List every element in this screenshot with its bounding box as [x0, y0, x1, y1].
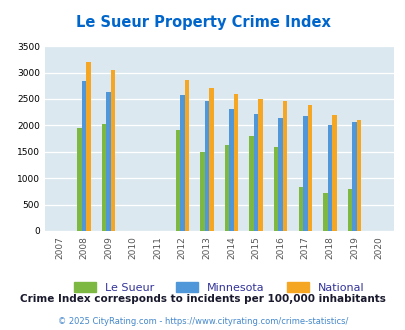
Bar — [77, 127, 81, 231]
Bar — [331, 115, 336, 231]
Bar — [209, 88, 213, 231]
Bar — [322, 193, 327, 231]
Bar — [180, 95, 184, 231]
Text: © 2025 CityRating.com - https://www.cityrating.com/crime-statistics/: © 2025 CityRating.com - https://www.city… — [58, 317, 347, 326]
Bar — [233, 94, 238, 231]
Bar — [278, 118, 282, 231]
Bar — [253, 114, 258, 231]
Bar — [356, 119, 360, 231]
Bar — [224, 145, 229, 231]
Bar — [258, 99, 262, 231]
Bar — [347, 189, 352, 231]
Bar — [200, 152, 204, 231]
Bar — [282, 101, 287, 231]
Bar — [86, 62, 90, 231]
Text: Le Sueur Property Crime Index: Le Sueur Property Crime Index — [75, 15, 330, 30]
Bar — [327, 125, 331, 231]
Legend: Le Sueur, Minnesota, National: Le Sueur, Minnesota, National — [69, 277, 369, 297]
Bar — [204, 101, 209, 231]
Text: Crime Index corresponds to incidents per 100,000 inhabitants: Crime Index corresponds to incidents per… — [20, 294, 385, 304]
Bar — [106, 92, 111, 231]
Bar — [307, 105, 311, 231]
Bar — [229, 109, 233, 231]
Bar — [111, 71, 115, 231]
Bar — [303, 116, 307, 231]
Bar — [352, 122, 356, 231]
Bar — [249, 137, 253, 231]
Bar — [102, 124, 106, 231]
Bar — [175, 130, 180, 231]
Bar — [81, 81, 86, 231]
Bar — [298, 187, 303, 231]
Bar — [273, 147, 278, 231]
Bar — [184, 80, 189, 231]
